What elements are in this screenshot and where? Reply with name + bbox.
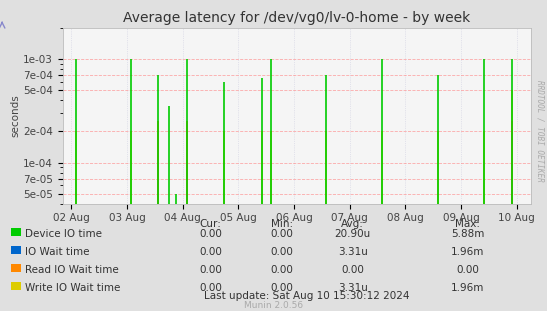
Text: Device IO time: Device IO time [25,229,102,239]
Text: RRDTOOL / TOBI OETIKER: RRDTOOL / TOBI OETIKER [536,80,544,182]
Title: Average latency for /dev/vg0/lv-0-home - by week: Average latency for /dev/vg0/lv-0-home -… [123,12,470,26]
Text: 0.00: 0.00 [199,283,222,293]
Text: 1.96m: 1.96m [451,283,485,293]
Text: 0.00: 0.00 [270,247,293,257]
Text: 0.00: 0.00 [270,265,293,275]
Text: 0.00: 0.00 [270,229,293,239]
Text: 0.00: 0.00 [341,265,364,275]
Text: 0.00: 0.00 [270,283,293,293]
Text: 3.31u: 3.31u [338,247,368,257]
Text: Cur:: Cur: [200,219,222,229]
Text: Avg:: Avg: [341,219,364,229]
Text: Last update: Sat Aug 10 15:30:12 2024: Last update: Sat Aug 10 15:30:12 2024 [203,290,409,300]
Text: IO Wait time: IO Wait time [25,247,89,257]
Text: 0.00: 0.00 [456,265,479,275]
Y-axis label: seconds: seconds [10,95,21,137]
Text: Write IO Wait time: Write IO Wait time [25,283,120,293]
Text: 3.31u: 3.31u [338,283,368,293]
Text: 0.00: 0.00 [199,247,222,257]
Text: 0.00: 0.00 [199,229,222,239]
Text: Max:: Max: [455,219,480,229]
Text: 20.90u: 20.90u [335,229,371,239]
Text: Read IO Wait time: Read IO Wait time [25,265,118,275]
Text: 5.88m: 5.88m [451,229,485,239]
Text: 1.96m: 1.96m [451,247,485,257]
Text: Min:: Min: [271,219,293,229]
Text: Munin 2.0.56: Munin 2.0.56 [244,301,303,310]
Text: 0.00: 0.00 [199,265,222,275]
